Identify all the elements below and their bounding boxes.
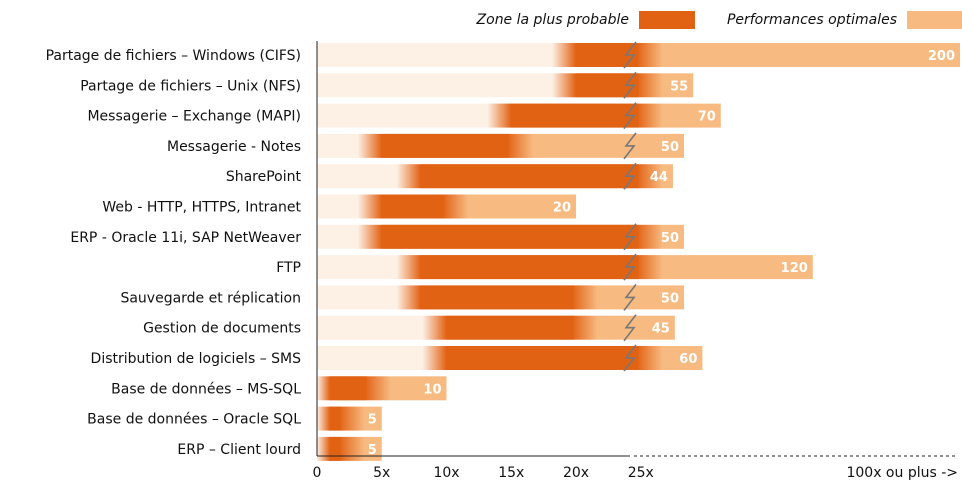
x-tick-label: 5x	[373, 465, 390, 481]
category-label: ERP - Oracle 11i, SAP NetWeaver	[70, 230, 301, 246]
value-label: 5	[368, 413, 377, 428]
bar-row: 50	[317, 283, 684, 311]
value-label: 200	[928, 49, 955, 64]
axis-break-mark	[623, 223, 637, 251]
axis-break-mark	[623, 283, 637, 311]
value-label: 10	[423, 382, 441, 397]
axis-break-mark	[623, 162, 637, 190]
value-label: 44	[650, 170, 668, 185]
legend-swatch-probable	[639, 11, 695, 29]
category-label: FTP	[276, 260, 301, 276]
category-label: Base de données – MS-SQL	[111, 381, 301, 397]
bar-row: 55	[317, 71, 694, 99]
bar-probable-zone	[329, 436, 341, 461]
bar-probable-zone	[420, 255, 639, 280]
category-label: ERP – Client lourd	[177, 442, 301, 458]
axis-break-mark	[623, 344, 637, 372]
value-label: 50	[661, 231, 679, 246]
axis-break-mark	[623, 132, 637, 160]
value-label: 20	[553, 201, 571, 216]
category-label: Base de données – Oracle SQL	[87, 412, 301, 428]
x-tick-label: 10x	[433, 465, 459, 481]
category-label: Messagerie – Exchange (MAPI)	[87, 109, 301, 125]
bar-optimal	[317, 194, 576, 219]
x-tick-label: 25x	[628, 465, 654, 481]
legend-swatch-optimal	[907, 11, 962, 29]
axis-break-mark	[623, 102, 637, 130]
bar-row: 50	[317, 223, 684, 251]
bar-row: 10	[317, 376, 447, 401]
x-tick-label: 20x	[563, 465, 589, 481]
category-label: Distribution de logiciels – SMS	[91, 351, 302, 367]
bar-row: 45	[317, 314, 675, 342]
category-label: Messagerie - Notes	[167, 139, 301, 155]
x-axis: 0 5x 10x 15x 20x 25x 100x ou plus ->	[313, 41, 958, 481]
x-overflow-label: 100x ou plus ->	[846, 465, 958, 481]
value-label: 55	[670, 79, 688, 94]
axis-break-mark	[623, 41, 637, 69]
axis-break-mark	[623, 314, 637, 342]
category-label: Web - HTTP, HTTPS, Intranet	[102, 200, 301, 216]
bar-probable-zone	[420, 285, 574, 310]
category-label: SharePoint	[226, 169, 302, 185]
bar-probable-zone	[420, 164, 639, 189]
value-label: 5	[368, 443, 377, 458]
axis-break-mark	[623, 253, 637, 281]
value-label: 120	[781, 261, 808, 276]
category-label: Partage de fichiers – Windows (CIFS)	[46, 48, 301, 64]
bar-row: 5	[317, 436, 382, 461]
bar-row: 200	[317, 41, 960, 69]
bar-probable-zone	[446, 315, 574, 340]
bar-row: 120	[317, 253, 813, 281]
bar-row: 44	[317, 162, 673, 190]
bar-row: 50	[317, 132, 684, 160]
bar-row: 20	[317, 194, 576, 219]
value-label: 50	[661, 140, 679, 155]
category-labels: Partage de fichiers – Windows (CIFS) Part…	[46, 48, 302, 458]
x-tick-label: 15x	[498, 465, 524, 481]
bar-probable-zone	[381, 194, 445, 219]
bar-probable-zone	[329, 406, 341, 431]
value-label: 60	[679, 352, 697, 367]
bar-row: 60	[317, 344, 703, 372]
value-label: 50	[661, 291, 679, 306]
bar-probable-zone	[381, 133, 510, 158]
legend-label-optimal: Performances optimales	[727, 12, 897, 28]
legend-label-probable: Zone la plus probable	[476, 12, 629, 28]
axis-break-mark	[623, 71, 637, 99]
bar-probable-zone	[381, 224, 639, 249]
bar-optimal	[317, 406, 382, 431]
bar-optimal	[317, 436, 382, 461]
bar-probable-zone	[511, 103, 639, 128]
legend: Zone la plus probable Performances optim…	[476, 11, 962, 29]
category-label: Sauvegarde et réplication	[120, 290, 301, 306]
category-label: Gestion de documents	[143, 321, 301, 337]
bar-probable-zone	[446, 346, 639, 370]
bar-row: 5	[317, 406, 382, 431]
value-label: 70	[698, 110, 716, 125]
x-tick-label: 0	[313, 465, 322, 481]
bar-row: 70	[317, 102, 721, 130]
bar-probable-zone	[329, 376, 367, 401]
value-label: 45	[652, 322, 670, 337]
category-label: Partage de fichiers – Unix (NFS)	[80, 78, 301, 94]
